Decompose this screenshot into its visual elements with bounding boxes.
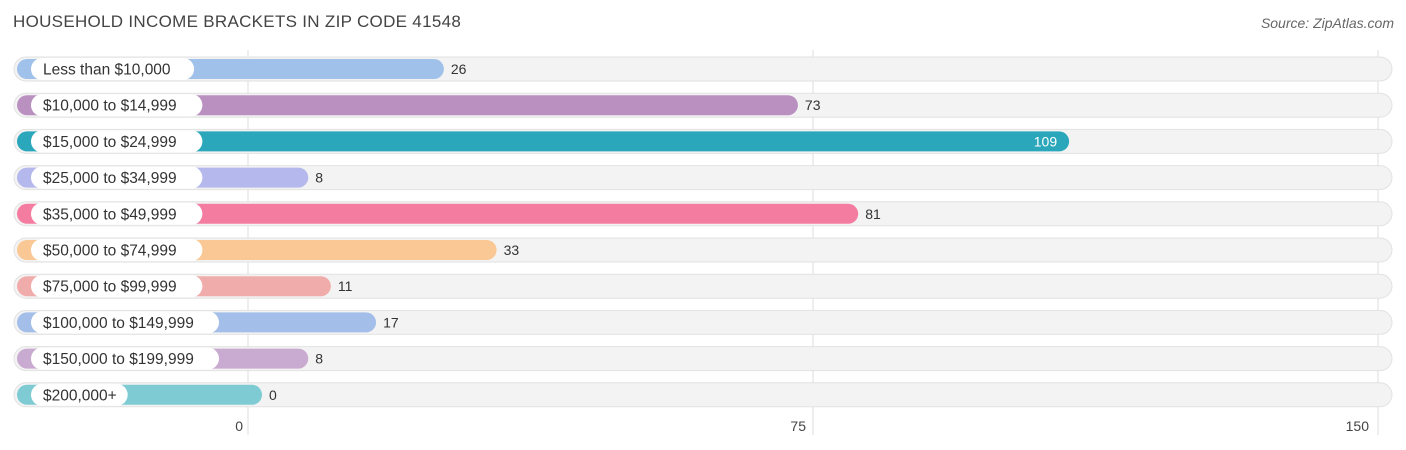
category-label: $75,000 to $99,999	[43, 279, 177, 296]
category-label: $150,000 to $199,999	[43, 351, 194, 368]
x-tick-label: 150	[1346, 418, 1370, 434]
category-label: $100,000 to $149,999	[43, 315, 194, 332]
chart-title: HOUSEHOLD INCOME BRACKETS IN ZIP CODE 41…	[13, 12, 462, 31]
category-label: Less than $10,000	[43, 62, 171, 79]
value-label: 73	[805, 97, 821, 113]
value-label: 26	[451, 61, 467, 77]
value-label: 109	[1034, 133, 1058, 149]
category-label-pill	[31, 130, 203, 153]
category-label-pill	[31, 202, 203, 225]
category-label-pill	[31, 166, 203, 189]
category-label-pill	[31, 58, 195, 80]
x-tick-label: 0	[235, 418, 243, 434]
category-label: $35,000 to $49,999	[43, 206, 177, 223]
bar	[17, 131, 1070, 152]
category-label: $15,000 to $24,999	[43, 134, 177, 151]
category-label-pill	[31, 275, 203, 298]
category-label-pill	[31, 383, 128, 406]
value-label: 17	[383, 314, 399, 330]
category-label-pill	[31, 311, 219, 334]
bar-track	[13, 346, 1393, 372]
category-label-pill	[31, 94, 203, 117]
bar-track	[13, 382, 1393, 408]
category-label-pill	[31, 239, 203, 261]
value-label: 81	[865, 206, 881, 222]
value-label: 8	[315, 170, 323, 186]
category-label: $50,000 to $74,999	[43, 243, 177, 260]
bar-track	[13, 273, 1393, 299]
category-label: $200,000+	[43, 387, 117, 404]
bar-track	[13, 165, 1393, 191]
chart-source: Source: ZipAtlas.com	[1260, 15, 1394, 31]
value-label: 0	[269, 387, 277, 403]
x-tick-label: 75	[790, 418, 806, 434]
value-label: 8	[315, 351, 323, 367]
category-label: $10,000 to $14,999	[43, 98, 177, 115]
value-label: 33	[504, 242, 520, 258]
bar	[17, 203, 859, 224]
bar	[17, 95, 798, 116]
value-label: 11	[338, 278, 353, 294]
category-label: $25,000 to $34,999	[43, 170, 177, 187]
category-label-pill	[31, 347, 219, 370]
